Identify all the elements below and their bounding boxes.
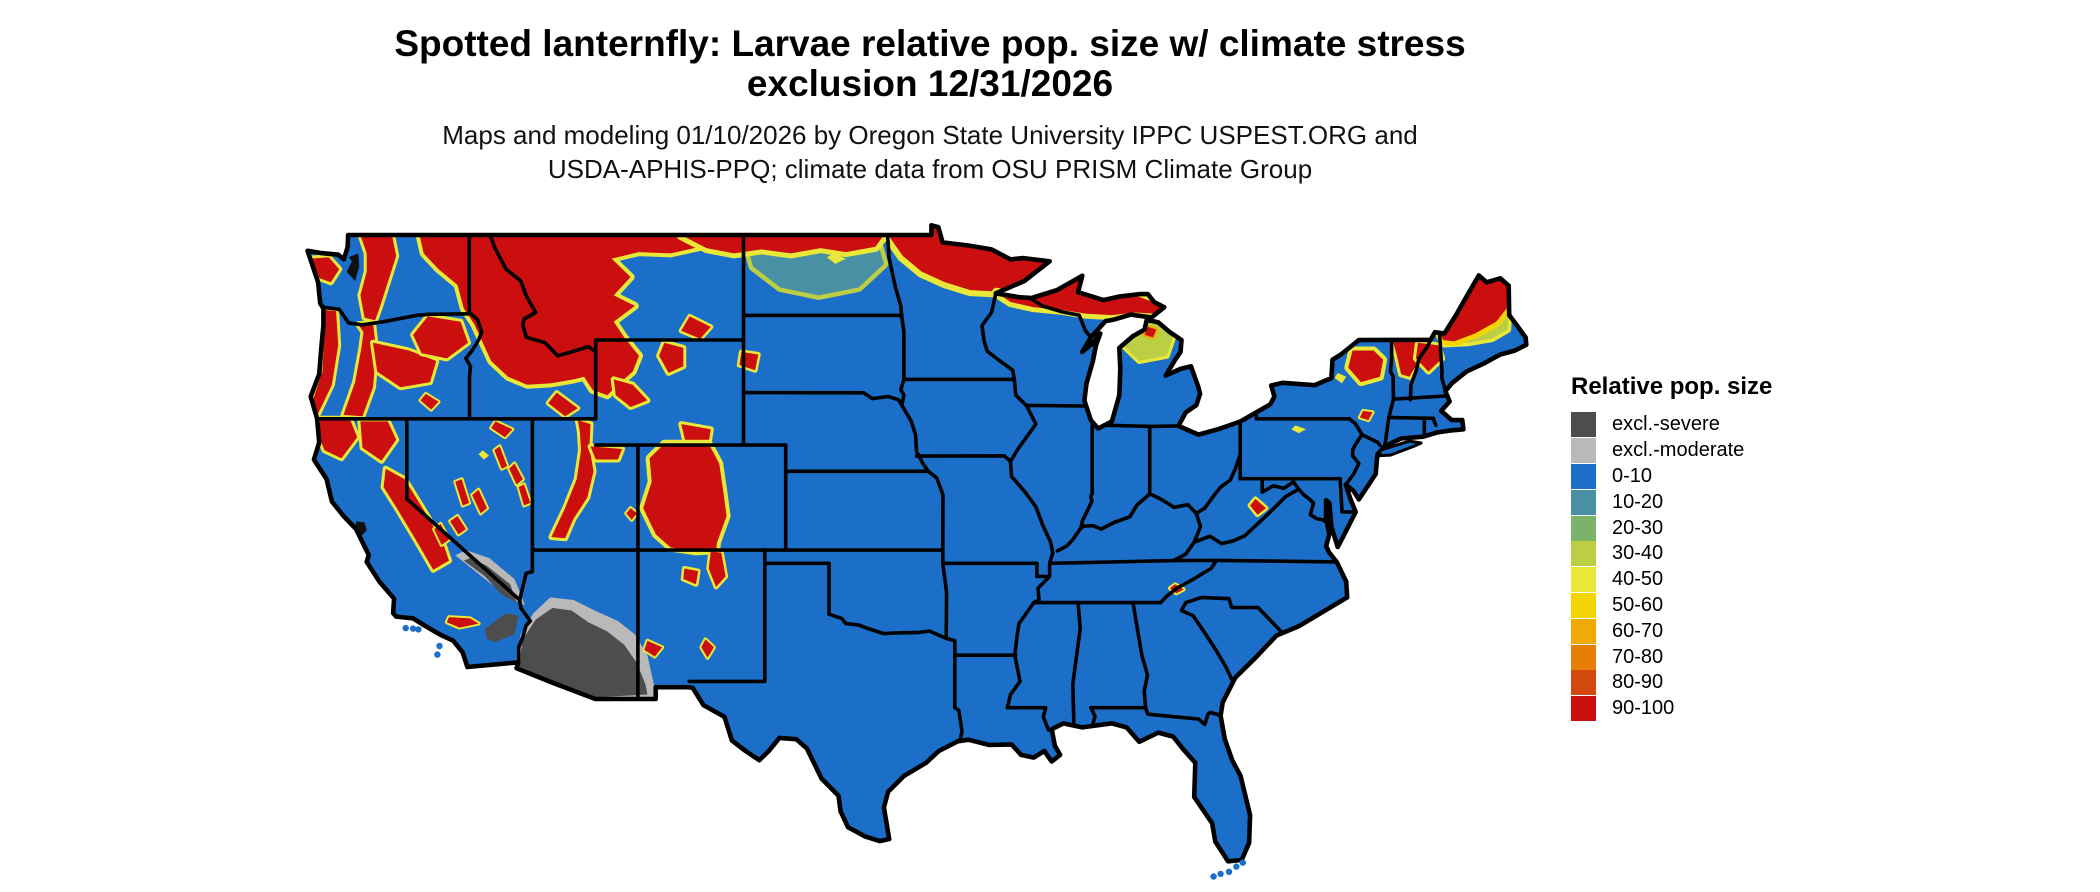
legend-item-80-90: 80-90 bbox=[1571, 670, 1871, 696]
legend-item-40-50: 40-50 bbox=[1571, 567, 1871, 593]
legend-item-excl-severe: excl.-severe bbox=[1571, 412, 1871, 438]
legend-item-30-40: 30-40 bbox=[1571, 541, 1871, 567]
legend-item-10-20: 10-20 bbox=[1571, 489, 1871, 515]
legend-label: 80-90 bbox=[1612, 671, 1664, 694]
legend-swatch-70-80 bbox=[1571, 644, 1596, 670]
legend-swatch-20-30 bbox=[1571, 515, 1596, 541]
legend-label: 0-10 bbox=[1612, 464, 1653, 487]
legend-label: 10-20 bbox=[1612, 490, 1664, 513]
subtitle-line-1: Maps and modeling 01/10/2026 by Oregon S… bbox=[442, 120, 1418, 150]
legend-item-excl-moderate: excl.-moderate bbox=[1571, 438, 1871, 464]
legend-title: Relative pop. size bbox=[1571, 373, 1773, 400]
legend-swatch-30-40 bbox=[1571, 541, 1596, 567]
legend-label: 50-60 bbox=[1612, 593, 1664, 616]
page-title: Spotted lanternfly: Larvae relative pop.… bbox=[0, 24, 1860, 104]
subtitle-line-2: USDA-APHIS-PPQ; climate data from OSU PR… bbox=[547, 154, 1313, 184]
legend-swatch-0-10 bbox=[1571, 463, 1596, 489]
legend-swatch-excl-moderate bbox=[1571, 438, 1596, 464]
legend-swatch-40-50 bbox=[1571, 567, 1596, 593]
legend-item-70-80: 70-80 bbox=[1571, 644, 1871, 670]
legend-swatch-10-20 bbox=[1571, 489, 1596, 515]
legend-swatch-90-100 bbox=[1571, 696, 1596, 722]
legend-label: 30-40 bbox=[1612, 542, 1664, 565]
legend-label: 20-30 bbox=[1612, 516, 1664, 539]
legend-label: excl.-moderate bbox=[1612, 439, 1745, 462]
legend-label: 60-70 bbox=[1612, 619, 1664, 642]
legend-item-0-10: 0-10 bbox=[1571, 463, 1871, 490]
page-subtitle: Maps and modeling 01/10/2026 by Oregon S… bbox=[0, 118, 1860, 186]
legend-swatch-80-90 bbox=[1571, 670, 1596, 696]
legend-label: 90-100 bbox=[1612, 697, 1675, 720]
legend-label: 70-80 bbox=[1612, 645, 1664, 668]
legend-label: 40-50 bbox=[1612, 568, 1664, 591]
legend-item-60-70: 60-70 bbox=[1571, 618, 1871, 644]
legend-swatch-excl-severe bbox=[1571, 412, 1596, 438]
legend-item-50-60: 50-60 bbox=[1571, 592, 1871, 619]
legend-item-90-100: 90-100 bbox=[1571, 696, 1871, 722]
legend-label: excl.-severe bbox=[1612, 413, 1720, 436]
legend-swatch-60-70 bbox=[1571, 618, 1596, 644]
map-legend: Relative pop. size excl.-severe excl.-mo… bbox=[1571, 374, 1871, 722]
title-line-2: exclusion 12/31/2026 bbox=[746, 63, 1114, 104]
title-line-1: Spotted lanternfly: Larvae relative pop.… bbox=[394, 23, 1466, 64]
legend-swatch-50-60 bbox=[1571, 592, 1596, 618]
legend-item-20-30: 20-30 bbox=[1571, 515, 1871, 541]
